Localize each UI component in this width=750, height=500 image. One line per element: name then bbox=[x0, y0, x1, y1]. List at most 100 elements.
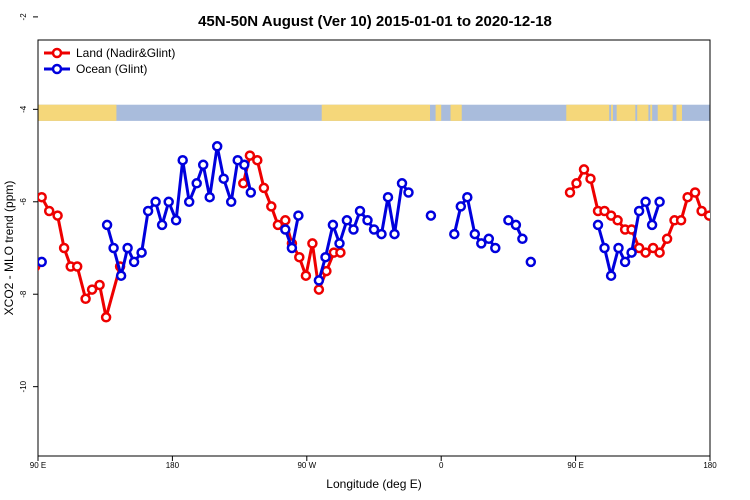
data-point-ocean bbox=[170, 215, 182, 226]
legend-ocean-label: Ocean (Glint) bbox=[76, 62, 147, 76]
land-band bbox=[321, 104, 430, 121]
data-point-ocean bbox=[483, 233, 495, 245]
data-point-ocean bbox=[510, 219, 522, 231]
data-point-land bbox=[94, 279, 105, 291]
data-point-ocean bbox=[163, 196, 174, 208]
x-tick-label: 180 bbox=[703, 461, 717, 470]
data-point-ocean bbox=[245, 187, 257, 198]
data-point-ocean bbox=[362, 215, 373, 226]
y-tick-label: -2 bbox=[19, 13, 28, 21]
data-point-land bbox=[52, 210, 63, 221]
data-point-land bbox=[58, 242, 70, 254]
series-line-ocean bbox=[105, 144, 253, 278]
data-point-ocean bbox=[142, 205, 154, 217]
data-point-ocean bbox=[626, 247, 637, 258]
data-point-ocean bbox=[108, 242, 119, 254]
data-point-land bbox=[244, 150, 256, 161]
data-point-land bbox=[272, 219, 284, 231]
legend-land-label: Land (Nadir&Glint) bbox=[76, 46, 175, 60]
data-point-ocean bbox=[640, 196, 651, 208]
data-point-land bbox=[689, 187, 701, 198]
data-point-ocean bbox=[122, 242, 133, 254]
data-point-ocean bbox=[462, 191, 473, 203]
data-point-land bbox=[307, 238, 318, 249]
data-point-land bbox=[640, 247, 651, 258]
data-point-ocean bbox=[177, 154, 188, 166]
data-point-ocean bbox=[341, 215, 353, 226]
land-band bbox=[637, 104, 649, 121]
land-band bbox=[676, 104, 682, 121]
data-point-ocean bbox=[449, 228, 460, 240]
data-point-land bbox=[71, 261, 83, 272]
data-point-ocean bbox=[348, 224, 359, 235]
data-point-ocean bbox=[469, 228, 481, 240]
data-point-ocean bbox=[613, 242, 624, 254]
data-point-land bbox=[578, 164, 590, 175]
data-point-ocean bbox=[211, 141, 223, 152]
data-point-ocean bbox=[334, 238, 345, 249]
data-point-ocean bbox=[455, 201, 467, 212]
data-point-ocean bbox=[286, 242, 298, 254]
data-point-ocean bbox=[605, 270, 617, 281]
series-ocean bbox=[38, 141, 665, 286]
land-band bbox=[435, 104, 442, 121]
data-point-ocean bbox=[115, 270, 127, 281]
land-band bbox=[566, 104, 610, 121]
land-band bbox=[38, 104, 117, 121]
data-point-ocean bbox=[425, 210, 437, 221]
data-point-ocean bbox=[239, 159, 250, 171]
data-point-land bbox=[252, 154, 263, 166]
data-point-land bbox=[238, 178, 249, 189]
series-land bbox=[18, 150, 710, 323]
chart-title: 45N-50N August (Ver 10) 2015-01-01 to 20… bbox=[198, 13, 552, 30]
data-point-land bbox=[335, 247, 346, 258]
data-point-ocean bbox=[38, 256, 47, 268]
data-point-land bbox=[100, 312, 112, 323]
data-point-ocean bbox=[150, 196, 161, 208]
land-band bbox=[450, 104, 462, 121]
x-tick-label: 90 E bbox=[567, 461, 583, 470]
land-band bbox=[611, 104, 613, 121]
x-tick-label: 0 bbox=[439, 461, 444, 470]
land-band bbox=[657, 104, 673, 121]
data-point-ocean bbox=[136, 247, 147, 258]
data-point-ocean bbox=[654, 196, 665, 208]
data-point-land bbox=[258, 182, 270, 194]
data-point-land bbox=[280, 215, 291, 226]
data-point-ocean bbox=[218, 173, 229, 184]
data-point-ocean bbox=[280, 224, 291, 235]
data-point-land bbox=[80, 293, 91, 305]
data-point-ocean bbox=[354, 205, 366, 217]
y-axis: -2 -4 -6 -8 -10 bbox=[19, 13, 38, 392]
data-point-ocean bbox=[197, 159, 209, 171]
plot-area bbox=[18, 141, 710, 323]
data-point-ocean bbox=[156, 219, 168, 231]
plot-frame bbox=[37, 39, 711, 457]
data-point-land bbox=[612, 215, 623, 226]
data-point-ocean bbox=[476, 238, 487, 249]
legend-land-marker bbox=[51, 47, 63, 59]
data-point-land bbox=[571, 178, 582, 189]
data-point-land bbox=[18, 281, 26, 289]
data-point-ocean bbox=[368, 224, 380, 235]
data-point-land bbox=[43, 205, 55, 217]
x-tick-label: 90 E bbox=[30, 461, 46, 470]
legend: Land (Nadir&Glint) Ocean (Glint) bbox=[44, 46, 175, 76]
data-point-ocean bbox=[646, 219, 658, 231]
x-axis: 90 E 180 90 W 0 90 E 180 bbox=[30, 456, 717, 470]
data-point-ocean bbox=[517, 233, 528, 245]
y-axis-label: XCO2 - MLO trend (ppm) bbox=[2, 181, 16, 316]
data-point-land bbox=[703, 210, 710, 221]
data-point-ocean bbox=[376, 228, 387, 240]
land-band bbox=[650, 104, 653, 121]
data-point-land bbox=[266, 201, 277, 212]
x-axis-label: Longitude (deg E) bbox=[326, 477, 421, 491]
data-point-land bbox=[38, 191, 47, 203]
land-band bbox=[616, 104, 636, 121]
data-point-ocean bbox=[191, 178, 202, 189]
x-tick-label: 180 bbox=[166, 461, 180, 470]
y-tick-label: -10 bbox=[19, 380, 28, 392]
data-point-land bbox=[585, 173, 596, 184]
data-point-ocean bbox=[128, 256, 140, 268]
